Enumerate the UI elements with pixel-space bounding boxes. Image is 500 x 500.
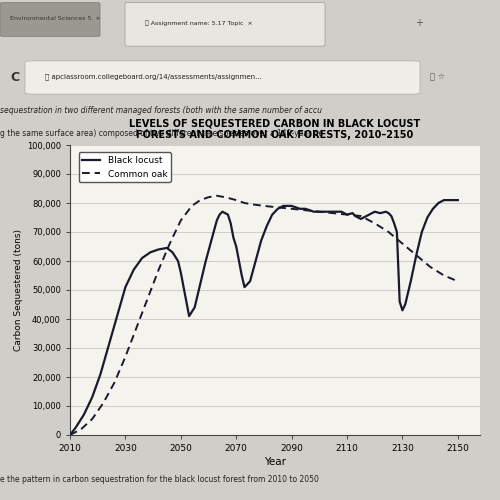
FancyBboxPatch shape <box>0 2 100 36</box>
Text: C: C <box>10 71 19 84</box>
Text: Environmental Sciences 5. ×: Environmental Sciences 5. × <box>10 16 101 20</box>
Text: 🔒 apclassroom.collegeboard.org/14/assessments/assignmen...: 🔒 apclassroom.collegeboard.org/14/assess… <box>45 74 262 80</box>
FancyBboxPatch shape <box>125 2 325 46</box>
Text: sequestration in two different managed forests (both with the same number of acc: sequestration in two different managed f… <box>0 106 322 116</box>
Legend: Black locust, Common oak: Black locust, Common oak <box>78 152 170 182</box>
Text: ⛹ Assignment name: 5.17 Topic  ×: ⛹ Assignment name: 5.17 Topic × <box>145 20 253 26</box>
Text: g the same surface area) composed of two different tree species over a 140-year : g the same surface area) composed of two… <box>0 128 323 138</box>
X-axis label: Year: Year <box>264 457 286 467</box>
Text: e the pattern in carbon sequestration for the black locust forest from 2010 to 2: e the pattern in carbon sequestration fo… <box>0 476 319 484</box>
Text: +: + <box>415 18 423 28</box>
Title: LEVELS OF SEQUESTERED CARBON IN BLACK LOCUST
FORESTS AND COMMON OAK FORESTS, 201: LEVELS OF SEQUESTERED CARBON IN BLACK LO… <box>130 118 420 140</box>
Text: ⚿ ☆: ⚿ ☆ <box>430 72 445 81</box>
FancyBboxPatch shape <box>25 61 420 94</box>
Y-axis label: Carbon Sequestered (tons): Carbon Sequestered (tons) <box>14 229 22 351</box>
